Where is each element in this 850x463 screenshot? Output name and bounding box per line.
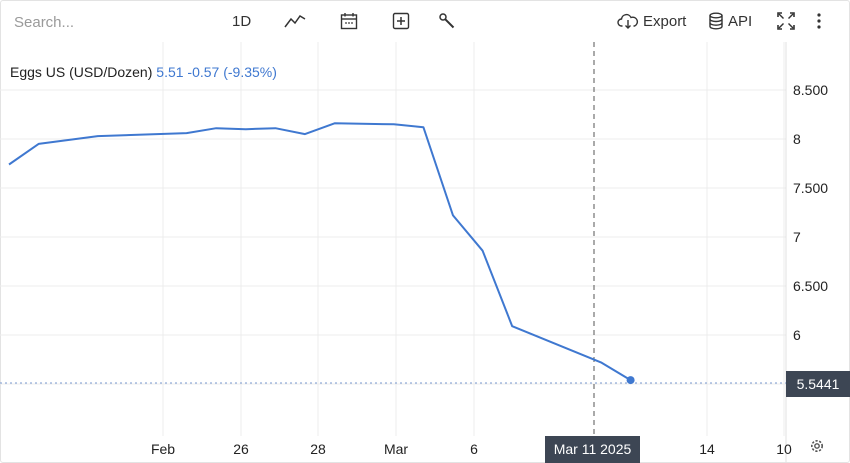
gear-icon[interactable] [808,437,826,455]
x-tick-label: 10 [776,441,792,457]
database-icon [709,12,723,30]
x-tick-label: 14 [699,441,715,457]
export-label: Export [643,12,687,30]
crosshair-price-label: 5.5441 [786,371,850,397]
export-button[interactable]: Export [617,10,686,32]
series-last-point [626,376,635,385]
settings-tools-button[interactable] [438,10,456,32]
interval-button[interactable]: 1D [232,10,251,32]
more-options-button[interactable] [816,10,822,32]
x-tick-label: Feb [151,441,175,457]
more-vertical-icon [817,13,821,29]
search-input[interactable] [14,12,154,32]
plus-box-icon [392,12,410,30]
calendar-icon [340,13,358,30]
wrench-icon [439,13,455,29]
line-chart-icon [284,15,306,28]
api-label: API [728,12,753,30]
x-tick-label: Mar [384,441,408,457]
interval-label: 1D [232,12,252,30]
y-tick-label: 7 [793,229,801,245]
x-axis: Feb 26 28 Mar 6 14 10 [151,441,792,457]
y-tick-label: 8.500 [793,82,828,98]
series-layer [8,122,635,385]
fullscreen-icon [777,12,795,30]
series-line [8,122,632,381]
add-indicator-button[interactable] [392,10,410,32]
x-tick-label: 6 [470,441,478,457]
y-tick-label: 6.500 [793,278,828,294]
x-tick-label: 26 [233,441,249,457]
legend-change-pct: (-9.35%) [223,64,277,80]
legend-last-value: 5.51 [156,64,184,80]
y-tick-label: 7.500 [793,180,828,196]
crosshair-date-label: Mar 11 2025 [545,436,640,463]
cloud-download-icon [617,13,639,29]
fullscreen-button[interactable] [777,10,795,32]
chart-type-button[interactable] [284,10,306,32]
chart-grid [0,42,787,463]
legend-change: -0.57 [187,64,220,80]
chart-toolbar: 1D Export [0,0,850,42]
date-range-button[interactable] [340,10,358,32]
y-tick-label: 8 [793,131,801,147]
legend-series-name: Eggs US (USD/Dozen) [10,64,153,80]
chart-legend: Eggs US (USD/Dozen) 5.51 -0.57 (-9.35%) [10,64,277,80]
y-axis: 8.500 8 7.500 7 6.500 6 [793,82,828,343]
x-tick-label: 28 [310,441,326,457]
api-button[interactable]: API [708,10,752,32]
y-tick-label: 6 [793,327,801,343]
